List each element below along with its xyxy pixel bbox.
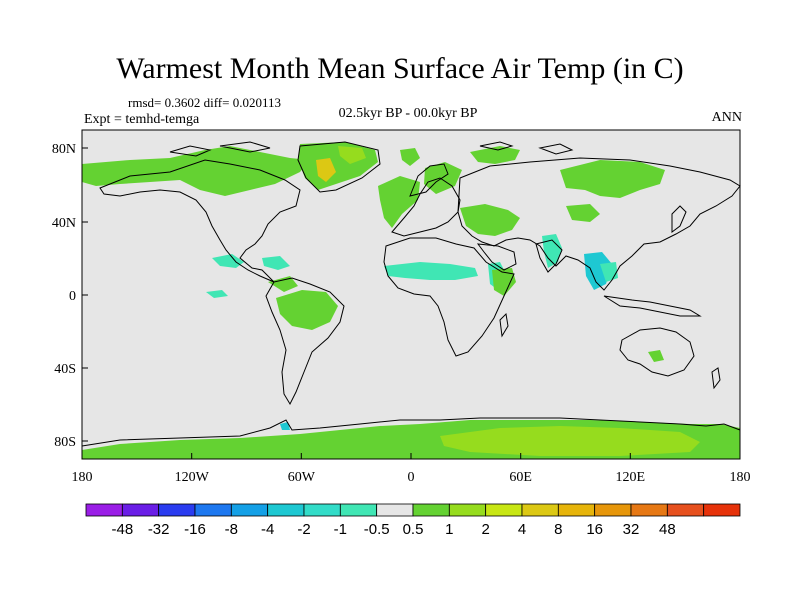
- colorbar-swatch: [703, 503, 741, 517]
- x-axis-labels: 180 120W 60W 0 60E 120E 180: [72, 470, 751, 485]
- x-tick-label: 60W: [288, 470, 316, 485]
- season-label: ANN: [711, 110, 742, 125]
- coastline-arabia: [476, 243, 517, 271]
- anomaly-region-central-asia: [460, 204, 520, 236]
- anomaly-region-antarctica-warm: [440, 426, 700, 456]
- x-tick-label: 60E: [509, 470, 532, 485]
- colorbar-swatch: [448, 503, 487, 517]
- anomaly-region-australia: [648, 350, 664, 362]
- anomaly-region-caribbean: [262, 256, 290, 270]
- colorbar-label: 32: [623, 521, 640, 538]
- y-tick-label: 80S: [54, 435, 76, 450]
- colorbar-label: -0.5: [364, 521, 390, 538]
- x-tick-label: 120W: [175, 470, 210, 485]
- colorbar-swatch: [158, 503, 196, 517]
- colorbar-swatch: [194, 503, 232, 517]
- coastline-north-america: [99, 159, 301, 283]
- coastline-india: [535, 239, 563, 273]
- coastline-south-america: [265, 277, 345, 406]
- anomaly-region-greenland-warm: [316, 158, 336, 182]
- colorbar: -48 -32 -16 -8 -4 -2 -1 -0.5 0.5 1 2 4 8 16 32 48: [85, 503, 741, 538]
- x-tick-label: 180: [72, 470, 93, 485]
- colorbar-label: 8: [554, 521, 562, 538]
- coastline-australia: [619, 327, 695, 377]
- anomaly-region-north-america: [82, 146, 310, 196]
- anomaly-region-mexico: [212, 254, 244, 268]
- colorbar-label: -16: [184, 521, 206, 538]
- coastline-greenland: [297, 141, 381, 193]
- anomaly-region-india: [542, 234, 562, 268]
- anomaly-region-antarctic-peninsula: [280, 422, 290, 430]
- colorbar-label: -2: [297, 521, 310, 538]
- colorbar-label: 2: [481, 521, 489, 538]
- anomaly-region-horn-africa: [492, 268, 516, 296]
- axis-ticks: [81, 147, 741, 459]
- anomaly-region-south-america-north: [268, 276, 298, 292]
- y-tick-label: 0: [69, 289, 76, 304]
- colorbar-label: 0.5: [403, 521, 424, 538]
- colorbar-swatch: [376, 503, 414, 517]
- colorbar-swatch: [121, 503, 160, 517]
- colorbar-label: -8: [225, 521, 238, 538]
- anomaly-region-amazon: [276, 290, 338, 330]
- coastline-indonesia: [603, 295, 702, 317]
- coastline-scandinavia: [409, 163, 449, 197]
- colorbar-label: -4: [261, 521, 274, 538]
- y-tick-label: 40N: [52, 216, 76, 231]
- period-label: 02.5kyr BP - 00.0kyr BP: [338, 106, 478, 121]
- coastline-japan: [671, 205, 687, 233]
- colorbar-swatch: [267, 503, 305, 517]
- coastline-arctic-islands: [169, 141, 574, 157]
- coastline-africa: [383, 237, 515, 357]
- anomaly-region-labrador: [378, 176, 420, 228]
- coastline-madagascar: [499, 312, 509, 338]
- anomaly-region-tropical-pacific: [206, 290, 228, 298]
- colorbar-label: -32: [148, 521, 170, 538]
- colorbar-swatch: [303, 503, 341, 517]
- colorbar-label: -48: [111, 521, 133, 538]
- anomaly-region-greenland-edge: [338, 146, 366, 164]
- colorbar-label: 16: [586, 521, 603, 538]
- anomaly-region-southeast-asia: [584, 252, 612, 290]
- anomaly-region-ross-sea: [706, 424, 724, 436]
- colorbar-swatch: [557, 503, 596, 517]
- map-panel: [81, 129, 741, 460]
- stats-text: rmsd= 0.3602 diff= 0.020113: [128, 95, 281, 110]
- coastline-europe: [391, 177, 461, 237]
- colorbar-swatch: [630, 503, 668, 517]
- colorbar-swatch: [412, 503, 450, 517]
- colorbar-swatch: [485, 503, 523, 517]
- colorbar-swatch: [666, 503, 705, 517]
- experiment-label: Expt = temhd-temga: [84, 112, 200, 127]
- x-tick-label: 0: [408, 470, 415, 485]
- x-tick-label: 120E: [616, 470, 646, 485]
- colorbar-swatch: [230, 503, 269, 517]
- anomaly-region-east-siberia: [560, 160, 665, 198]
- colorbar-label: 48: [659, 521, 676, 538]
- colorbar-swatch: [521, 503, 559, 517]
- coastlines: [81, 141, 741, 447]
- coastline-asia: [457, 157, 741, 291]
- colorbar-label: 1: [445, 521, 453, 538]
- anomaly-region-sahel: [384, 262, 478, 280]
- anomaly-region-east-asia: [566, 204, 600, 222]
- coastline-antarctica: [81, 417, 741, 447]
- anomaly-region-siberia: [470, 146, 520, 164]
- anomaly-region-scandinavia: [400, 148, 420, 166]
- colorbar-swatch: [339, 503, 378, 517]
- map-title: Warmest Month Mean Surface Air Temp (in …: [116, 52, 684, 85]
- colorbar-label: -1: [334, 521, 347, 538]
- colorbar-swatch: [594, 503, 632, 517]
- colorbar-swatch: [85, 503, 123, 517]
- y-axis-labels: 80N 40N 0 40S 80S: [52, 142, 76, 450]
- y-tick-label: 80N: [52, 142, 76, 157]
- colorbar-label: 4: [518, 521, 526, 538]
- y-tick-label: 40S: [54, 362, 76, 377]
- x-tick-label: 180: [730, 470, 751, 485]
- coastline-new-zealand: [711, 367, 721, 390]
